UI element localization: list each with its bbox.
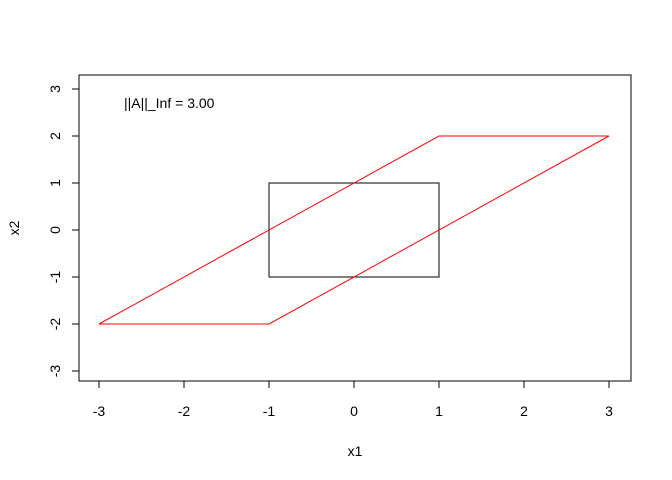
x-tick-label: 1 [435,403,443,419]
x-tick-label: 0 [350,403,358,419]
annotation-text: ||A||_Inf = 3.00 [124,95,215,111]
x-tick-label: -1 [263,403,276,419]
y-axis: -3 -2 -1 0 1 2 3 [47,85,80,378]
y-tick-label: 2 [47,132,63,140]
x-axis: -3 -2 -1 0 1 2 3 [93,380,613,419]
y-tick-label: 0 [47,226,63,234]
series-line-1 [98,135,610,325]
series-line-0 [268,182,440,278]
x-tick-label: -3 [93,403,106,419]
y-tick-label: -2 [47,318,63,331]
x-axis-title: x1 [348,443,363,459]
plot-frame [78,74,632,382]
x-tick-label: 2 [520,403,528,419]
y-tick-label: 3 [47,85,63,93]
y-tick-label: -1 [47,271,63,284]
x-tick-label: 3 [605,403,613,419]
y-tick-label: 1 [47,179,63,187]
x-tick-label: -2 [178,403,191,419]
series-layer [98,135,610,325]
y-tick-label: -3 [47,365,63,378]
y-axis-title: x2 [6,220,22,235]
